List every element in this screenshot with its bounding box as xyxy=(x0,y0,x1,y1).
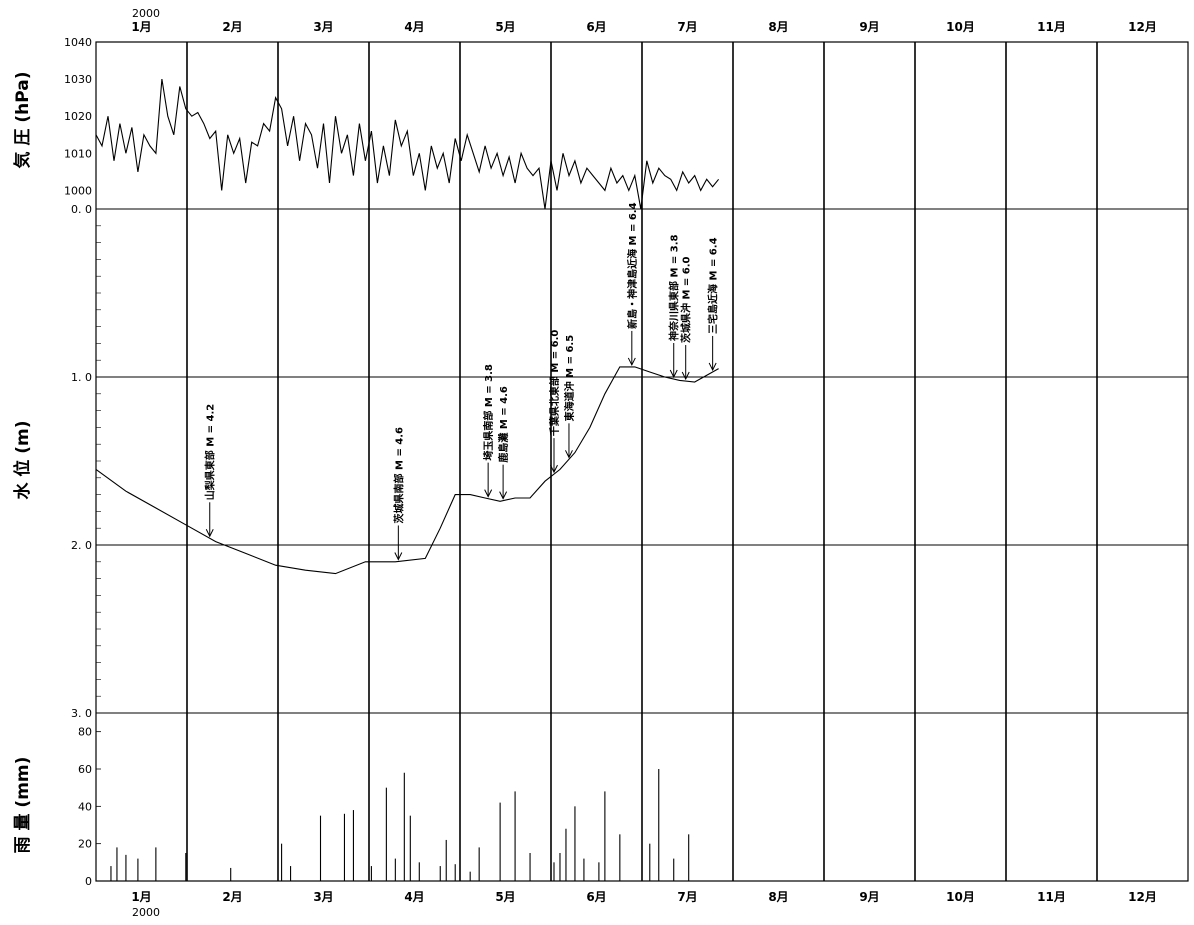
axis-labels: 2000 2000 気 圧 (hPa) 水 位 (m) 雨 量 (mm) xyxy=(12,7,160,919)
month-label-top: 7月 xyxy=(677,20,697,34)
month-label-top: 10月 xyxy=(946,20,975,34)
pressure-tick-label: 1010 xyxy=(64,147,92,160)
earthquake-arrowhead xyxy=(669,369,678,379)
month-label-bottom: 4月 xyxy=(404,890,424,904)
water-level-line xyxy=(95,366,719,575)
water-level-tick-label: 3. 0 xyxy=(71,707,92,720)
earthquake-annotations: 山梨県東部 M = 4.2 茨城県南部 M = 4.6 埼玉県南部 M = 3.8 鹿… xyxy=(204,202,720,561)
rain-ylabel: 雨 量 (mm) xyxy=(12,757,33,854)
earthquake-label: 三宅島近海 M = 6.4 xyxy=(707,237,720,334)
month-label-bottom: 8月 xyxy=(768,890,788,904)
grid-lines xyxy=(95,41,1189,882)
pressure-tick-label: 1040 xyxy=(64,36,92,49)
earthquake-label: 茨城県南部 M = 4.6 xyxy=(392,427,405,524)
water-level-tick-label: 0. 0 xyxy=(71,203,92,216)
month-label-top: 2月 xyxy=(222,20,242,34)
pressure-tick-label: 1020 xyxy=(64,110,92,123)
water-level-tick-label: 1. 0 xyxy=(71,371,92,384)
earthquake-arrowhead xyxy=(708,362,717,372)
pressure-ylabel: 気 圧 (hPa) xyxy=(12,72,33,170)
month-label-bottom: 7月 xyxy=(677,890,697,904)
tick-labels: 1月 2月 3月 4月 5月 6月 7月 8月 9月 10月 11月 12月 1月 2月 3月 4月 5月 6月 7… xyxy=(64,20,1157,904)
earthquake-arrowhead xyxy=(627,357,636,367)
month-label-bottom: 1月 xyxy=(131,890,151,904)
rain-tick-label: 40 xyxy=(78,800,92,813)
earthquake-arrowhead xyxy=(484,489,493,498)
year-label-top: 2000 xyxy=(132,7,160,20)
earthquake-label: 埼玉県南部 M = 3.8 xyxy=(482,364,495,461)
earthquake-arrowhead xyxy=(565,450,573,459)
month-label-bottom: 11月 xyxy=(1037,890,1066,904)
earthquake-label: 新島・神津島近海 M = 6.4 xyxy=(626,202,639,329)
month-label-bottom: 6月 xyxy=(586,890,606,904)
month-label-top: 8月 xyxy=(768,20,788,34)
pressure-tick-label: 1000 xyxy=(64,184,92,197)
pressure-line xyxy=(95,79,720,210)
month-label-bottom: 12月 xyxy=(1128,890,1157,904)
earthquake-arrowhead xyxy=(205,529,214,538)
month-label-top: 11月 xyxy=(1037,20,1066,34)
month-label-top: 5月 xyxy=(495,20,515,34)
earthquake-arrowhead xyxy=(681,371,690,381)
earthquake-label: 鹿島灘 M = 4.6 xyxy=(497,386,510,463)
month-label-top: 3月 xyxy=(313,20,333,34)
pressure-tick-label: 1030 xyxy=(64,73,92,86)
month-label-bottom: 9月 xyxy=(859,890,879,904)
series-layer xyxy=(95,79,720,881)
rain-tick-label: 60 xyxy=(78,763,92,776)
water-level-tick-label: 2. 0 xyxy=(71,539,92,552)
month-label-bottom: 10月 xyxy=(946,890,975,904)
earthquake-label: 千葉県北東部 M = 6.0 xyxy=(548,330,561,437)
month-label-bottom: 3月 xyxy=(313,890,333,904)
earthquake-label: 神奈川県東部 M = 3.8 xyxy=(668,234,681,341)
rain-tick-label: 0 xyxy=(85,875,92,888)
month-label-top: 4月 xyxy=(404,20,424,34)
month-label-top: 9月 xyxy=(859,20,879,34)
rain-tick-label: 20 xyxy=(78,838,92,851)
earthquake-label: 東海道沖 M = 6.5 xyxy=(563,335,576,422)
month-label-bottom: 2月 xyxy=(222,890,242,904)
month-label-top: 6月 xyxy=(586,20,606,34)
month-label-top: 12月 xyxy=(1128,20,1157,34)
earthquake-arrowhead xyxy=(394,552,403,561)
year-label-bottom: 2000 xyxy=(132,906,160,919)
earthquake-arrowhead xyxy=(499,491,508,500)
earthquake-label: 山梨県東部 M = 4.2 xyxy=(204,404,217,501)
water-level-ylabel: 水 位 (m) xyxy=(12,420,33,499)
rain-tick-label: 80 xyxy=(78,726,92,739)
month-label-bottom: 5月 xyxy=(495,890,515,904)
earthquake-arrowhead xyxy=(550,464,558,474)
earthquake-label: 茨城県沖 M = 6.0 xyxy=(680,257,693,344)
month-label-top: 1月 xyxy=(131,20,151,34)
